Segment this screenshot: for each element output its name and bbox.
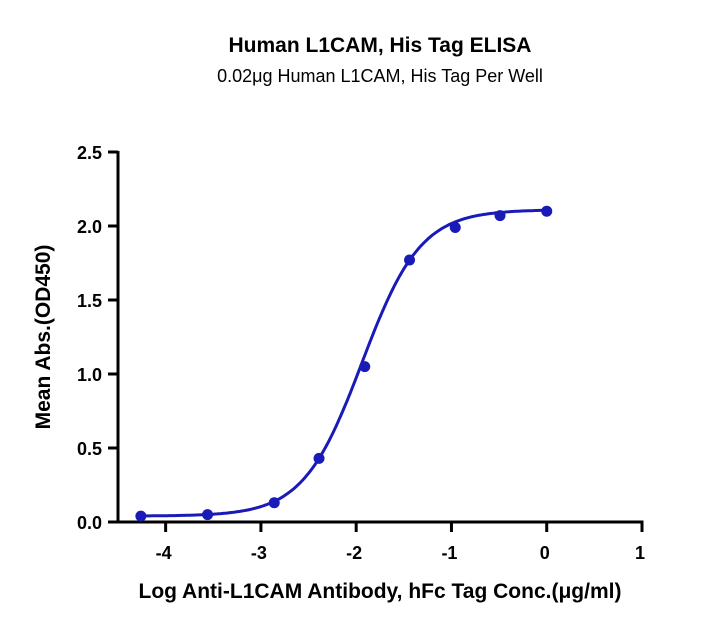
data-points (135, 205, 553, 522)
x-tick-label: -4 (156, 543, 172, 563)
data-point (404, 254, 416, 266)
y-tick-label: 1.5 (77, 291, 102, 311)
data-point (541, 205, 553, 217)
y-tick-label: 1.0 (77, 365, 102, 385)
data-point (202, 509, 214, 521)
chart-subtitle: 0.02μg Human L1CAM, His Tag Per Well (217, 66, 543, 86)
x-tick-label: -1 (441, 543, 457, 563)
y-tick-label: 0.0 (77, 513, 102, 533)
data-point (135, 510, 147, 522)
data-point (449, 221, 461, 233)
axes: -4 -3 -2 -1 0 1 0.0 0.5 1.0 1.5 2.0 2.5 (77, 143, 645, 563)
data-point (313, 452, 325, 464)
fit-curve (140, 208, 547, 518)
y-tick-label: 2.0 (77, 217, 102, 237)
chart-title: Human L1CAM, His Tag ELISA (229, 34, 532, 57)
x-axis-label: Log Anti-L1CAM Antibody, hFc Tag Conc.(μ… (139, 580, 622, 603)
x-tick-label: 1 (635, 543, 645, 563)
y-axis-label: Mean Abs.(OD450) (32, 245, 55, 430)
x-tick-label: -3 (251, 543, 267, 563)
data-point (268, 497, 280, 509)
x-tick-label: 0 (540, 543, 550, 563)
x-tick-label: -2 (346, 543, 362, 563)
y-tick-label: 2.5 (77, 143, 102, 163)
data-point (359, 361, 371, 373)
y-tick-label: 0.5 (77, 439, 102, 459)
data-point (494, 210, 506, 222)
